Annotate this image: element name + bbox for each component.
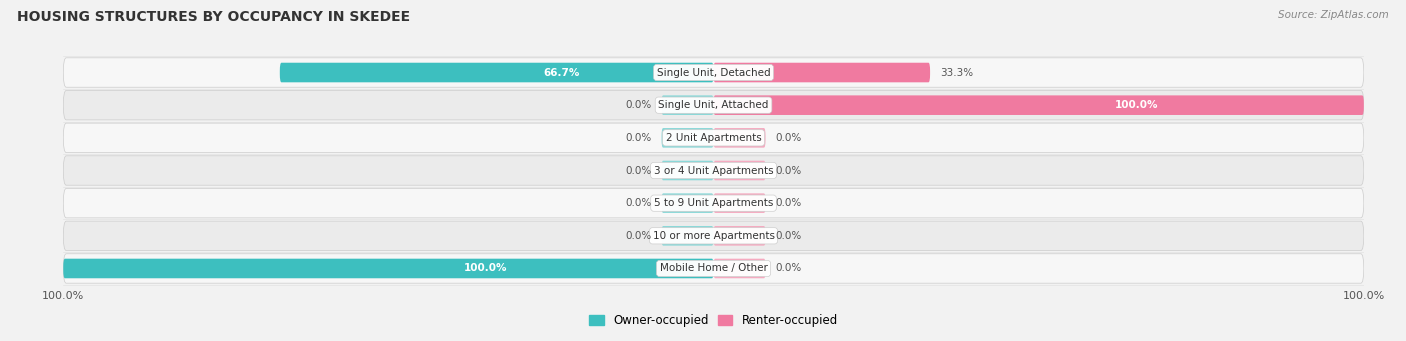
FancyBboxPatch shape bbox=[713, 95, 1364, 115]
FancyBboxPatch shape bbox=[63, 221, 1364, 251]
Text: 0.0%: 0.0% bbox=[775, 133, 801, 143]
FancyBboxPatch shape bbox=[713, 193, 765, 213]
FancyBboxPatch shape bbox=[713, 259, 765, 278]
FancyBboxPatch shape bbox=[661, 193, 713, 213]
Text: 0.0%: 0.0% bbox=[775, 165, 801, 176]
Text: 0.0%: 0.0% bbox=[626, 133, 652, 143]
Text: Mobile Home / Other: Mobile Home / Other bbox=[659, 264, 768, 273]
FancyBboxPatch shape bbox=[63, 156, 1364, 185]
FancyBboxPatch shape bbox=[713, 226, 765, 246]
Legend: Owner-occupied, Renter-occupied: Owner-occupied, Renter-occupied bbox=[585, 309, 842, 331]
Text: 0.0%: 0.0% bbox=[775, 264, 801, 273]
Text: Source: ZipAtlas.com: Source: ZipAtlas.com bbox=[1278, 10, 1389, 20]
FancyBboxPatch shape bbox=[63, 254, 1364, 283]
Text: 3 or 4 Unit Apartments: 3 or 4 Unit Apartments bbox=[654, 165, 773, 176]
FancyBboxPatch shape bbox=[661, 226, 713, 246]
FancyBboxPatch shape bbox=[63, 259, 713, 278]
Text: 5 to 9 Unit Apartments: 5 to 9 Unit Apartments bbox=[654, 198, 773, 208]
Text: 100.0%: 100.0% bbox=[1115, 100, 1159, 110]
Text: 0.0%: 0.0% bbox=[626, 100, 652, 110]
FancyBboxPatch shape bbox=[661, 161, 713, 180]
Text: 33.3%: 33.3% bbox=[939, 68, 973, 77]
Text: 0.0%: 0.0% bbox=[626, 198, 652, 208]
FancyBboxPatch shape bbox=[280, 63, 713, 82]
Text: Single Unit, Attached: Single Unit, Attached bbox=[658, 100, 769, 110]
Text: 2 Unit Apartments: 2 Unit Apartments bbox=[665, 133, 762, 143]
FancyBboxPatch shape bbox=[63, 90, 1364, 120]
FancyBboxPatch shape bbox=[713, 128, 765, 148]
Text: 10 or more Apartments: 10 or more Apartments bbox=[652, 231, 775, 241]
FancyBboxPatch shape bbox=[713, 63, 931, 82]
Text: 0.0%: 0.0% bbox=[626, 231, 652, 241]
FancyBboxPatch shape bbox=[661, 128, 713, 148]
FancyBboxPatch shape bbox=[661, 95, 713, 115]
Text: 100.0%: 100.0% bbox=[464, 264, 508, 273]
Text: HOUSING STRUCTURES BY OCCUPANCY IN SKEDEE: HOUSING STRUCTURES BY OCCUPANCY IN SKEDE… bbox=[17, 10, 411, 24]
FancyBboxPatch shape bbox=[713, 161, 765, 180]
Text: 0.0%: 0.0% bbox=[775, 198, 801, 208]
FancyBboxPatch shape bbox=[63, 58, 1364, 87]
FancyBboxPatch shape bbox=[63, 123, 1364, 152]
Text: 0.0%: 0.0% bbox=[626, 165, 652, 176]
Text: 66.7%: 66.7% bbox=[544, 68, 579, 77]
FancyBboxPatch shape bbox=[63, 189, 1364, 218]
Text: Single Unit, Detached: Single Unit, Detached bbox=[657, 68, 770, 77]
Text: 0.0%: 0.0% bbox=[775, 231, 801, 241]
